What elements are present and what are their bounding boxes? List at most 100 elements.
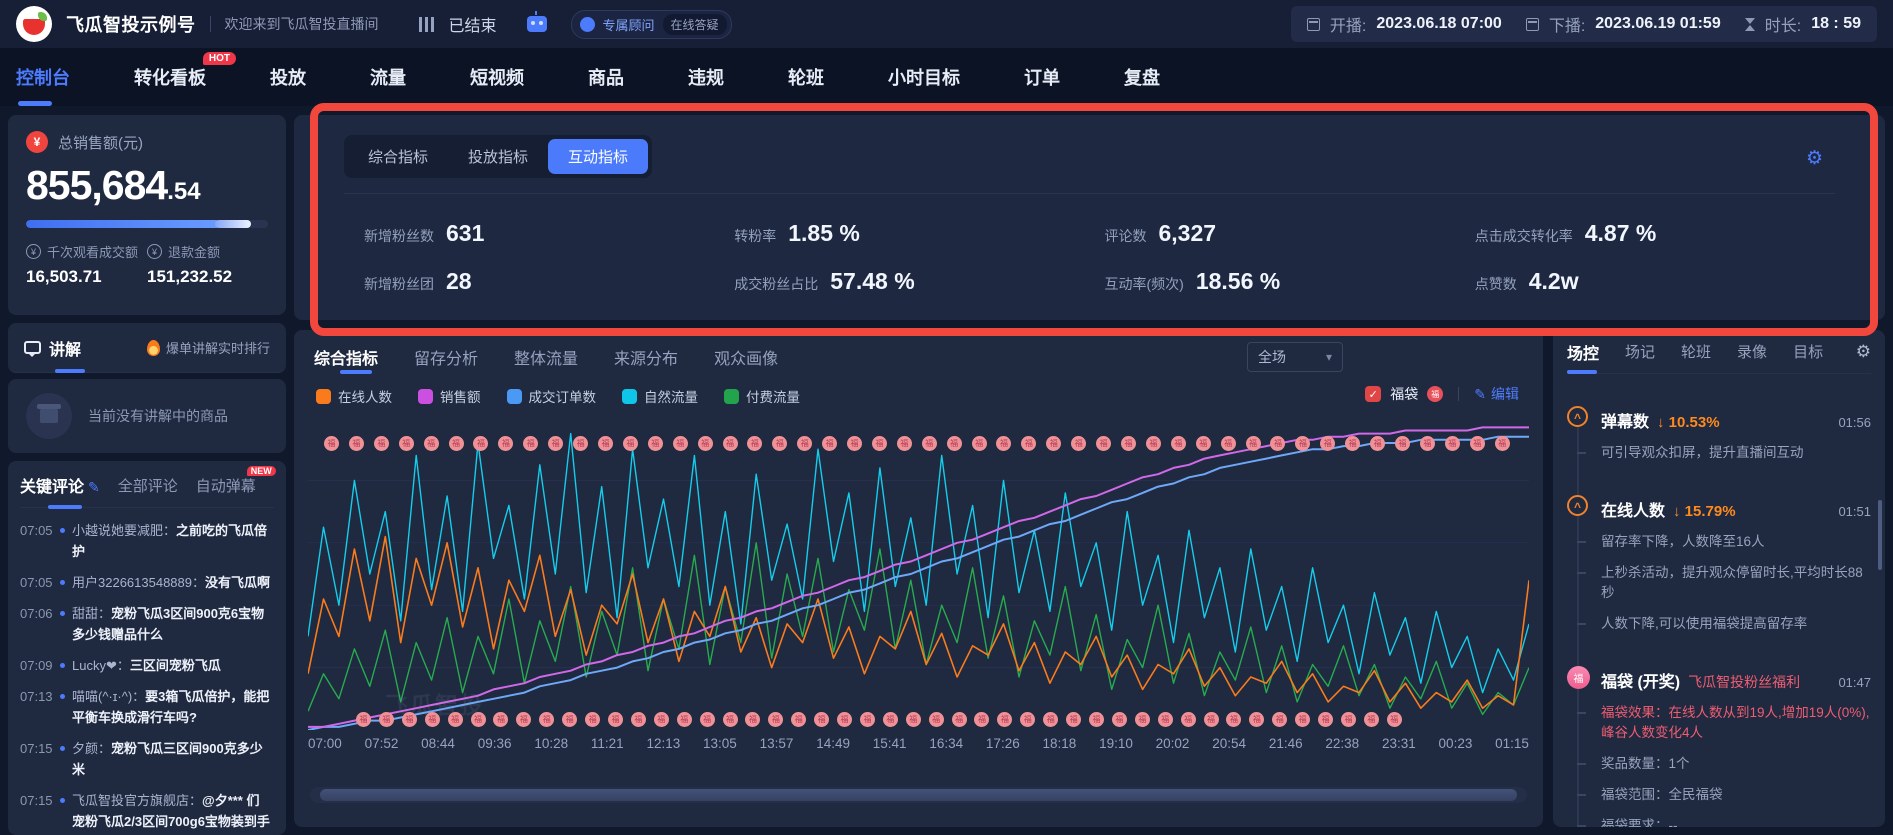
right-tab-场控[interactable]: 场控 [1567, 330, 1599, 374]
fudai-marker-icon[interactable]: 福 [837, 712, 853, 727]
fudai-marker-icon[interactable]: 福 [1180, 712, 1196, 727]
fudai-marker-icon[interactable]: 福 [871, 436, 887, 451]
fudai-marker-icon[interactable]: 福 [1157, 712, 1173, 727]
fudai-marker-icon[interactable]: 福 [498, 436, 514, 451]
fudai-marker-icon[interactable]: 福 [493, 712, 509, 727]
fudai-marker-icon[interactable]: 福 [539, 712, 555, 727]
fudai-marker-icon[interactable]: 福 [859, 712, 875, 727]
fudai-marker-icon[interactable]: 福 [585, 712, 601, 727]
fudai-marker-icon[interactable]: 福 [1226, 712, 1242, 727]
fudai-checkbox[interactable]: ✓ [1365, 386, 1382, 402]
fudai-marker-icon[interactable]: 福 [1121, 436, 1136, 451]
nav-tab-投放[interactable]: 投放 [270, 48, 306, 106]
legend-item-自然流量[interactable]: 自然流量 [622, 386, 698, 406]
fudai-marker-icon[interactable]: 福 [573, 436, 589, 451]
chart-tab-观众画像[interactable]: 观众画像 [714, 351, 779, 368]
fudai-marker-icon[interactable]: 福 [1071, 436, 1087, 451]
edit-button[interactable]: ✎ 编辑 [1474, 385, 1519, 403]
fudai-marker-icon[interactable]: 福 [548, 436, 564, 451]
right-tab-轮班[interactable]: 轮班 [1681, 344, 1712, 361]
fudai-marker-icon[interactable]: 福 [928, 712, 944, 727]
fudai-marker-icon[interactable]: 福 [747, 436, 763, 451]
horizontal-scrollbar[interactable] [310, 787, 1527, 803]
right-tab-场记[interactable]: 场记 [1625, 344, 1656, 361]
comments-tab-自动弹幕[interactable]: 自动弹幕 NEW [196, 465, 276, 496]
fudai-marker-icon[interactable]: 福 [974, 712, 990, 727]
fudai-marker-icon[interactable]: 福 [1220, 436, 1236, 451]
fudai-marker-icon[interactable]: 福 [1195, 436, 1211, 451]
consult-badge[interactable]: 专属顾问 在线答疑 [570, 9, 732, 39]
nav-tab-小时目标[interactable]: 小时目标 [888, 48, 960, 106]
fudai-marker-icon[interactable]: 福 [1170, 436, 1186, 451]
fudai-marker-icon[interactable]: 福 [1295, 436, 1311, 451]
fudai-marker-icon[interactable]: 福 [772, 436, 788, 451]
fudai-marker-icon[interactable]: 福 [951, 712, 967, 727]
fudai-marker-icon[interactable]: 福 [401, 712, 417, 727]
fudai-marker-icon[interactable]: 福 [647, 436, 663, 451]
fudai-marker-icon[interactable]: 福 [946, 436, 962, 451]
fudai-marker-icon[interactable]: 福 [814, 712, 830, 727]
fudai-marker-icon[interactable]: 福 [1494, 436, 1510, 451]
fudai-marker-icon[interactable]: 福 [423, 436, 439, 451]
fudai-marker-icon[interactable]: 福 [1046, 436, 1062, 451]
nav-tab-短视频[interactable]: 短视频 [470, 48, 524, 106]
nav-tab-违规[interactable]: 违规 [688, 48, 724, 106]
gear-icon[interactable]: ⚙ [1855, 341, 1871, 361]
fudai-marker-icon[interactable]: 福 [473, 436, 489, 451]
fudai-marker-icon[interactable]: 福 [398, 436, 414, 451]
fudai-marker-icon[interactable]: 福 [896, 436, 912, 451]
legend-item-销售额[interactable]: 销售额 [418, 386, 481, 406]
fudai-marker-icon[interactable]: 福 [1270, 436, 1286, 451]
fudai-marker-icon[interactable]: 福 [653, 712, 669, 727]
fudai-marker-icon[interactable]: 福 [1340, 712, 1356, 727]
fudai-marker-icon[interactable]: 福 [597, 436, 613, 451]
fudai-marker-icon[interactable]: 福 [1272, 712, 1288, 727]
fudai-marker-icon[interactable]: 福 [1345, 436, 1361, 451]
fudai-marker-icon[interactable]: 福 [424, 712, 440, 727]
fudai-marker-icon[interactable]: 福 [882, 712, 898, 727]
fudai-marker-icon[interactable]: 福 [1363, 712, 1379, 727]
metrics-tab-互动指标[interactable]: 互动指标 [548, 139, 649, 174]
alert-subtitle[interactable]: 飞瓜智投粉丝福利 [1688, 674, 1801, 690]
fudai-marker-icon[interactable]: 福 [676, 712, 692, 727]
fudai-marker-icon[interactable]: 福 [378, 712, 394, 727]
fudai-marker-icon[interactable]: 福 [1043, 712, 1059, 727]
chart-tab-综合指标[interactable]: 综合指标 [314, 340, 378, 374]
fudai-marker-icon[interactable]: 福 [699, 712, 715, 727]
fudai-marker-icon[interactable]: 福 [797, 436, 813, 451]
fudai-marker-icon[interactable]: 福 [971, 436, 987, 451]
fudai-marker-icon[interactable]: 福 [1386, 712, 1402, 727]
pencil-icon[interactable]: ✎ [88, 479, 100, 495]
fudai-marker-icon[interactable]: 福 [1111, 712, 1127, 727]
fudai-marker-icon[interactable]: 福 [447, 712, 463, 727]
nav-tab-控制台[interactable]: 控制台 [16, 48, 70, 106]
fudai-marker-icon[interactable]: 福 [373, 436, 389, 451]
comments-tab-全部评论[interactable]: 全部评论 [117, 477, 178, 495]
chart-tab-整体流量[interactable]: 整体流量 [514, 351, 579, 368]
gear-icon[interactable]: ⚙ [1805, 148, 1823, 169]
fudai-marker-icon[interactable]: 福 [697, 436, 713, 451]
fudai-marker-icon[interactable]: 福 [470, 712, 486, 727]
fudai-marker-icon[interactable]: 福 [996, 436, 1012, 451]
fudai-marker-icon[interactable]: 福 [1370, 436, 1386, 451]
fudai-marker-icon[interactable]: 福 [1021, 436, 1037, 451]
fudai-marker-icon[interactable]: 福 [905, 712, 921, 727]
fudai-marker-icon[interactable]: 福 [1295, 712, 1311, 727]
fudai-marker-icon[interactable]: 福 [523, 436, 539, 451]
fudai-marker-icon[interactable]: 福 [1203, 712, 1219, 727]
fudai-marker-icon[interactable]: 福 [562, 712, 578, 727]
tab-explain[interactable]: 讲解 [49, 323, 86, 373]
fudai-marker-icon[interactable]: 福 [1245, 436, 1261, 451]
fudai-marker-icon[interactable]: 福 [997, 712, 1013, 727]
fudai-marker-icon[interactable]: 福 [630, 712, 646, 727]
fudai-marker-icon[interactable]: 福 [1394, 436, 1410, 451]
fudai-marker-icon[interactable]: 福 [722, 712, 738, 727]
fudai-marker-icon[interactable]: 福 [921, 436, 937, 451]
chart-tab-来源分布[interactable]: 来源分布 [614, 351, 679, 368]
fudai-marker-icon[interactable]: 福 [1469, 436, 1485, 451]
scope-select[interactable]: 全场 ▾ [1247, 342, 1343, 372]
fudai-marker-icon[interactable]: 福 [791, 712, 807, 727]
fudai-marker-icon[interactable]: 福 [1320, 436, 1336, 451]
fudai-marker-icon[interactable]: 福 [324, 436, 339, 451]
fudai-marker-icon[interactable]: 福 [745, 712, 761, 727]
